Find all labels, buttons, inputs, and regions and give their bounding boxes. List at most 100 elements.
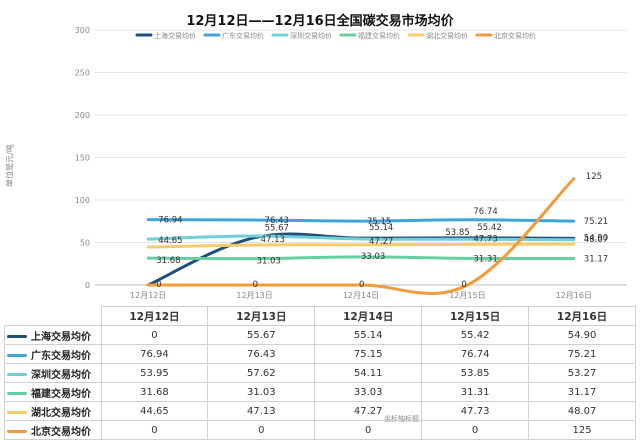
data-label: 44.65	[158, 236, 182, 246]
data-label: 76.43	[265, 216, 289, 226]
table-header-cell: 12月13日	[207, 306, 316, 326]
data-table: 12月12日 12月13日 12月14日 12月15日 12月16日 上海交易均…	[4, 306, 636, 440]
legend-label: 福建交易均价	[358, 31, 400, 40]
table-cell: 44.65	[100, 401, 209, 421]
line-chart: 上海交易均价 广东交易均价 深圳交易均价 福建交易均价 湖北交易均价 北京交易均价 76.…	[75, 26, 627, 300]
data-label: 47.73	[473, 234, 497, 244]
data-label: 55.67	[265, 224, 289, 234]
table-cell: 76.94	[100, 344, 209, 364]
data-label: 55.42	[477, 223, 501, 233]
table-cell: 0	[314, 420, 423, 440]
table-cell: 33.03	[314, 382, 423, 402]
table-row: 湖北交易均价 44.65 47.13 47.27 47.73 48.07	[4, 401, 636, 421]
y-tick-label: 0	[85, 281, 90, 290]
table-cell: 76.74	[421, 344, 530, 364]
series-key-swatch	[7, 354, 27, 357]
data-label: 0	[156, 280, 161, 290]
table-cell: 31.68	[100, 382, 209, 402]
y-tick-label: 50	[80, 239, 90, 248]
data-label: 54.90	[584, 233, 608, 243]
series-key-swatch	[7, 411, 27, 414]
series-line	[146, 234, 576, 242]
data-label: 75.21	[584, 217, 608, 227]
table-cell: 54.90	[528, 325, 636, 345]
table-row-header: 北京交易均价	[4, 420, 102, 440]
table-row: 北京交易均价 0 0 0 0 125	[4, 420, 636, 440]
legend: 上海交易均价 广东交易均价 深圳交易均价 福建交易均价 湖北交易均价 北京交易均价	[135, 31, 536, 40]
table-cell: 53.27	[528, 363, 636, 383]
legend-label: 广东交易均价	[222, 31, 264, 40]
data-label: 47.27	[369, 237, 393, 247]
table-cell: 47.13	[207, 401, 316, 421]
table-row-header: 湖北交易均价	[4, 401, 102, 421]
series-key-swatch	[7, 392, 27, 395]
series-name: 福建交易均价	[31, 388, 91, 400]
series-line	[146, 177, 576, 295]
table-header-cell: 12月15日	[421, 306, 530, 326]
data-label: 33.03	[361, 252, 385, 262]
table-cell: 75.15	[314, 344, 423, 364]
legend-label: 上海交易均价	[154, 31, 196, 40]
x-tick-label: 12月14日	[343, 291, 379, 300]
table-corner	[4, 306, 102, 326]
data-label: 125	[586, 172, 602, 182]
data-labels: 76.94 76.43 75.15 76.74 75.21 55.67 55.14 55.42…	[156, 172, 608, 290]
series-name: 上海交易均价	[31, 331, 91, 343]
y-tick-label: 200	[75, 111, 90, 120]
table-header-cell: 12月14日	[314, 306, 423, 326]
data-label: 47.13	[261, 235, 285, 245]
data-label: 0	[359, 280, 364, 290]
table-cell: 53.95	[100, 363, 209, 383]
data-label: 48.07	[584, 235, 608, 245]
table-cell: 47.27	[314, 401, 423, 421]
series-name: 深圳交易均价	[31, 369, 91, 381]
series-lines	[146, 177, 576, 295]
table-cell: 55.14	[314, 325, 423, 345]
table-cell: 57.62	[207, 363, 316, 383]
table-row: 广东交易均价 76.94 76.43 75.15 76.74 75.21	[4, 344, 636, 364]
legend-label: 深圳交易均价	[290, 31, 332, 40]
table-row-header: 广东交易均价	[4, 344, 102, 364]
x-tick-label: 12月12日	[130, 291, 166, 300]
table-cell: 0	[100, 325, 209, 345]
table-cell: 0	[100, 420, 209, 440]
table-row: 福建交易均价 31.68 31.03 33.03 31.31 31.17	[4, 382, 636, 402]
table-cell: 76.43	[207, 344, 316, 364]
table-cell: 54.11	[314, 363, 423, 383]
x-tick-label: 12月16日	[556, 291, 592, 300]
axis-ticks: 0 50 100 150 200 250 300 12月12日 12月13日 12月14日 12月1…	[75, 26, 592, 300]
table-cell: 31.03	[207, 382, 316, 402]
table-row: 上海交易均价 0 55.67 55.14 55.42 54.90	[4, 325, 636, 345]
series-line	[146, 218, 576, 223]
table-cell: 125	[528, 420, 636, 440]
y-tick-label: 250	[75, 69, 90, 78]
table-row-header: 上海交易均价	[4, 325, 102, 345]
data-label: 76.74	[473, 207, 497, 217]
data-label: 0	[461, 280, 466, 290]
data-label: 31.31	[473, 254, 497, 264]
table-row-header: 福建交易均价	[4, 382, 102, 402]
data-label: 53.85	[445, 228, 469, 238]
table-cell: 48.07	[528, 401, 636, 421]
data-label: 31.17	[584, 255, 608, 265]
table-cell: 55.67	[207, 325, 316, 345]
table-header-cell: 12月12日	[100, 306, 209, 326]
data-label: 76.94	[158, 216, 182, 226]
table-cell: 55.42	[421, 325, 530, 345]
y-tick-label: 100	[75, 196, 90, 205]
table-header-cell: 12月16日	[528, 306, 636, 326]
table-cell: 0	[207, 420, 316, 440]
table-row-header: 深圳交易均价	[4, 363, 102, 383]
chart-title: 12月12日——12月16日全国碳交易市场均价	[186, 14, 454, 29]
table-cell: 31.17	[528, 382, 636, 402]
data-label: 55.14	[369, 223, 393, 233]
legend-label: 北京交易均价	[494, 31, 536, 40]
table-cell: 0	[421, 420, 530, 440]
data-label: 31.03	[257, 257, 281, 267]
y-tick-label: 300	[75, 26, 90, 35]
table-row: 深圳交易均价 53.95 57.62 54.11 53.85 53.27	[4, 363, 636, 383]
table-cell: 31.31	[421, 382, 530, 402]
x-tick-label: 12月15日	[449, 291, 485, 300]
legend-label: 湖北交易均价	[426, 31, 468, 40]
series-name: 湖北交易均价	[31, 407, 91, 419]
